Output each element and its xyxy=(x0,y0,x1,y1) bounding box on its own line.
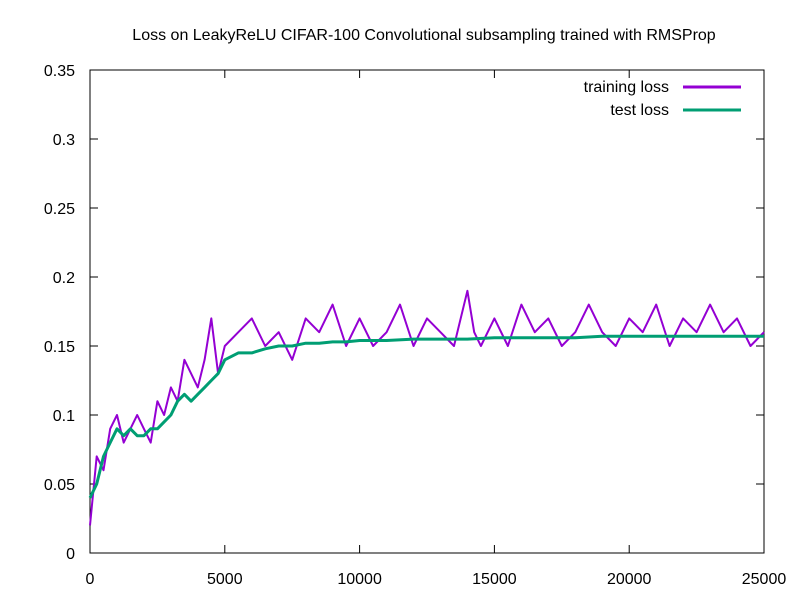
legend-label-test-loss: test loss xyxy=(610,102,669,119)
x-tick-label: 25000 xyxy=(742,571,787,588)
x-axis-ticks: 0 5000 10000 15000 20000 25000 xyxy=(86,70,787,588)
y-tick-label: 0.25 xyxy=(44,201,75,218)
chart-title: Loss on LeakyReLU CIFAR-100 Convolutiona… xyxy=(132,27,716,44)
y-tick-label: 0.05 xyxy=(44,477,75,494)
x-tick-label: 0 xyxy=(86,571,95,588)
x-tick-label: 15000 xyxy=(472,571,517,588)
plot-frame xyxy=(89,69,765,554)
series-line-training-loss xyxy=(89,289,765,526)
y-tick-label: 0 xyxy=(66,546,75,563)
x-tick-label: 10000 xyxy=(337,571,382,588)
y-tick-label: 0.3 xyxy=(53,132,75,149)
legend-label-training-loss: training loss xyxy=(584,79,669,96)
y-tick-label: 0.35 xyxy=(44,63,75,80)
series-line-test-loss xyxy=(88,334,764,499)
x-tick-label: 5000 xyxy=(207,571,243,588)
series-layer xyxy=(88,289,765,526)
y-tick-label: 0.1 xyxy=(53,408,75,425)
y-tick-label: 0.2 xyxy=(53,270,75,287)
y-axis-ticks: 0 0.05 0.1 0.15 0.2 0.25 0.3 0.35 xyxy=(44,63,764,563)
legend: training loss test loss xyxy=(584,79,741,119)
y-tick-label: 0.15 xyxy=(44,339,75,356)
x-tick-label: 20000 xyxy=(607,571,652,588)
